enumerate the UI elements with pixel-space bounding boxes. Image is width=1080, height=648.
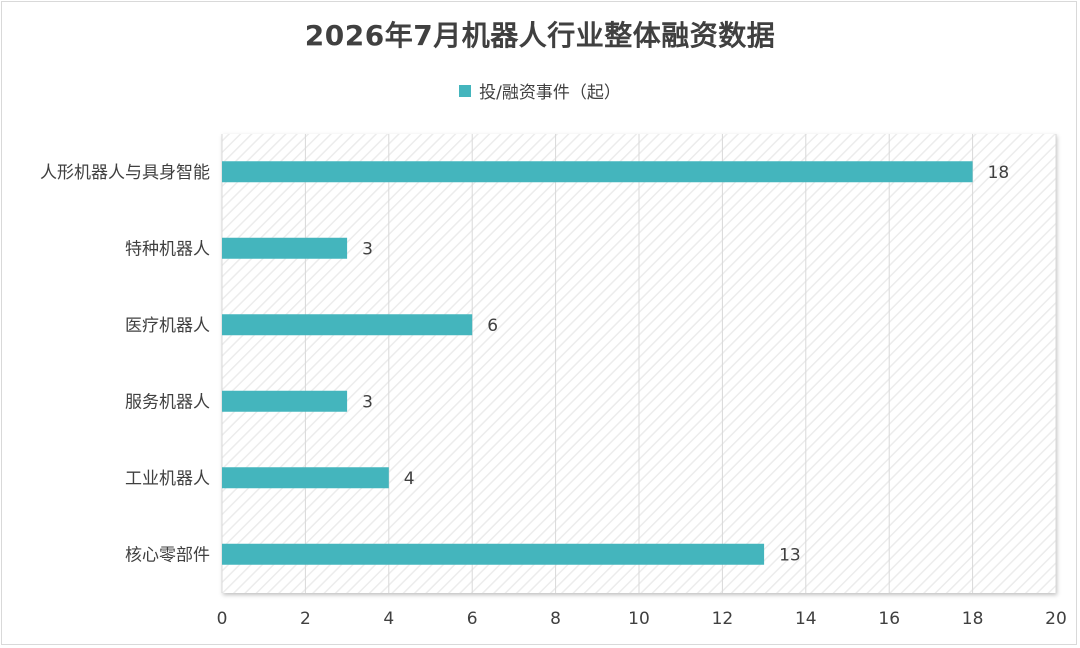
x-tick-label: 10 [628, 609, 650, 629]
x-tick-label: 16 [878, 609, 900, 629]
data-label: 6 [487, 316, 498, 336]
category-label: 特种机器人 [125, 239, 210, 259]
legend-label: 投/融资事件（起） [479, 83, 621, 103]
data-label: 3 [362, 239, 373, 259]
bar [222, 314, 473, 336]
chart-title: 2026年7月机器人行业整体融资数据 [304, 19, 776, 52]
bar [222, 543, 765, 565]
x-tick-label: 6 [467, 609, 478, 629]
data-label: 3 [362, 392, 373, 412]
bars [222, 161, 973, 565]
data-label: 4 [404, 469, 415, 489]
x-tick-label: 14 [795, 609, 817, 629]
x-tick-label: 2 [300, 609, 311, 629]
category-label: 医疗机器人 [125, 316, 210, 336]
x-tick-label: 8 [550, 609, 561, 629]
bar [222, 237, 348, 259]
data-label: 18 [988, 163, 1010, 183]
bar [222, 161, 973, 183]
category-label: 核心零部件 [125, 545, 210, 565]
x-tick-label: 12 [712, 609, 734, 629]
chart-legend: 投/融资事件（起） [0, 78, 1080, 103]
legend-swatch [459, 84, 472, 97]
x-tick-label: 18 [962, 609, 984, 629]
x-tick-label: 0 [217, 609, 228, 629]
category-label: 服务机器人 [125, 392, 210, 412]
category-label: 人形机器人与具身智能 [40, 163, 210, 183]
grid-lines [221, 134, 1057, 593]
bar [222, 467, 389, 489]
x-tick-label: 20 [1045, 609, 1067, 629]
data-label: 13 [779, 545, 801, 565]
bar [222, 390, 348, 412]
category-label: 工业机器人 [125, 469, 210, 489]
x-tick-label: 4 [383, 609, 394, 629]
labels: 0 2 4 6 8 10 12 14 16 18 20 人形机器人与具身智能 18 特种机器人 3 医疗机器人… [40, 163, 1067, 629]
